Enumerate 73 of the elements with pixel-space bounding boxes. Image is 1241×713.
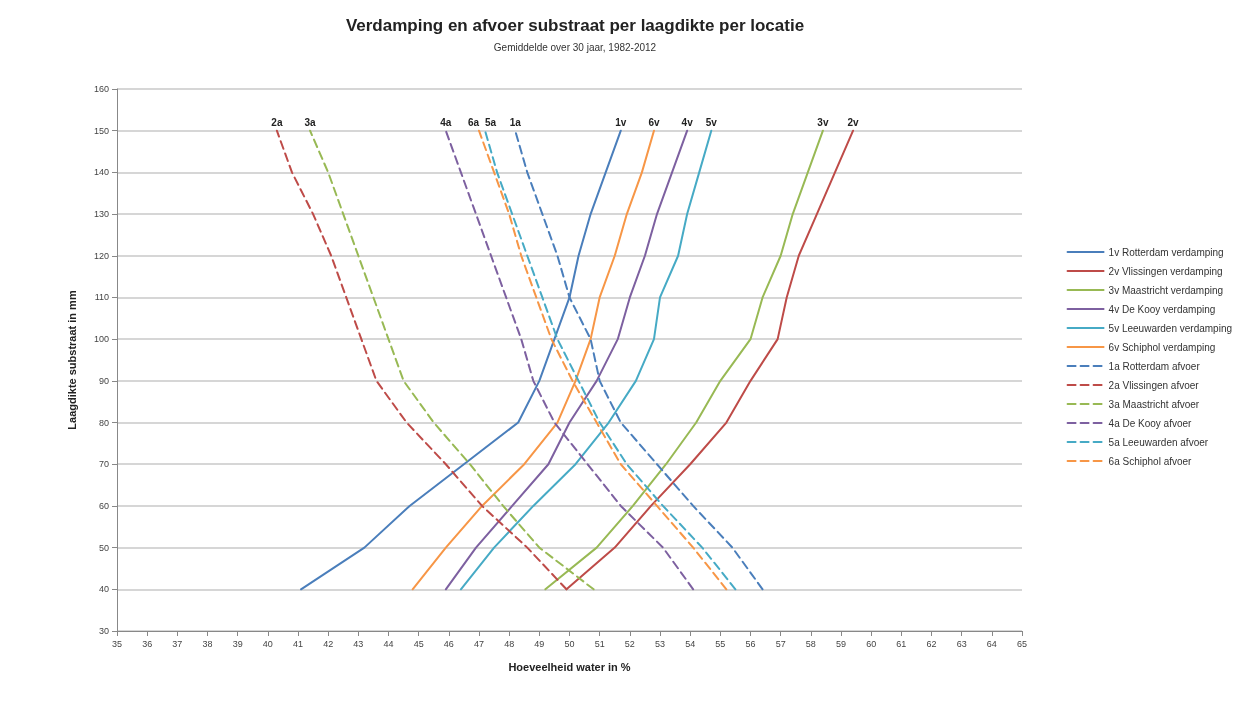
y-tick-label: 40 bbox=[98, 584, 109, 595]
y-axis-title: Laagdikte substraat in mm bbox=[65, 290, 78, 430]
annotation: 6v bbox=[648, 117, 660, 129]
x-tick-label: 54 bbox=[685, 638, 696, 649]
legend-label: 3a Maastricht afvoer bbox=[1108, 398, 1200, 410]
legend-label: 6v Schiphol verdamping bbox=[1108, 341, 1216, 353]
legend-label: 6a Schiphol afvoer bbox=[1108, 455, 1193, 467]
legend-label: 3v Maastricht verdamping bbox=[1108, 284, 1224, 296]
legend-label: 2a Vlissingen afvoer bbox=[1108, 379, 1200, 391]
annotation: 4a bbox=[440, 117, 452, 129]
x-tick-label: 55 bbox=[715, 638, 726, 649]
annotation: 5v bbox=[705, 117, 718, 129]
y-tick-label: 50 bbox=[98, 542, 109, 553]
y-tick-label: 60 bbox=[98, 500, 109, 511]
annotation: 2v bbox=[847, 117, 860, 129]
x-tick-label: 46 bbox=[443, 638, 454, 649]
x-tick-label: 40 bbox=[262, 638, 273, 649]
x-tick-label: 53 bbox=[654, 638, 666, 649]
legend-label: 1a Rotterdam afvoer bbox=[1108, 360, 1201, 372]
y-tick-label: 150 bbox=[93, 125, 109, 136]
x-tick-label: 48 bbox=[504, 638, 515, 649]
x-tick-label: 59 bbox=[835, 638, 847, 649]
y-tick-label: 120 bbox=[93, 250, 109, 261]
x-axis-title: Hoeveelheid water in % bbox=[508, 660, 631, 673]
x-tick-label: 41 bbox=[292, 638, 304, 649]
x-tick-label: 36 bbox=[142, 638, 153, 649]
y-tick-label: 160 bbox=[93, 84, 109, 94]
x-tick-label: 37 bbox=[172, 638, 183, 649]
legend-label: 4a De Kooy afvoer bbox=[1108, 417, 1193, 429]
legend-label: 5v Leeuwarden verdamping bbox=[1108, 322, 1233, 334]
y-tick-label: 90 bbox=[98, 375, 109, 386]
annotation: 5a bbox=[484, 117, 497, 129]
x-tick-label: 45 bbox=[413, 638, 424, 649]
x-tick-label: 63 bbox=[956, 638, 967, 649]
x-tick-label: 56 bbox=[745, 638, 756, 649]
y-tick-label: 100 bbox=[93, 334, 109, 345]
x-tick-label: 61 bbox=[896, 638, 907, 649]
chart-title: Verdamping en afvoer substraat per laagdikte per locatie bbox=[345, 16, 805, 35]
x-tick-label: 42 bbox=[323, 638, 334, 649]
x-tick-label: 62 bbox=[926, 638, 937, 649]
annotation: 4v bbox=[681, 117, 694, 129]
x-tick-label: 44 bbox=[383, 638, 394, 649]
x-tick-label: 50 bbox=[564, 638, 575, 649]
x-tick-label: 39 bbox=[232, 638, 243, 649]
y-tick-label: 130 bbox=[93, 209, 109, 220]
legend-label: 2v Vlissingen verdamping bbox=[1108, 265, 1223, 277]
x-tick-label: 65 bbox=[1016, 638, 1028, 649]
y-tick-label: 70 bbox=[98, 459, 109, 470]
annotation: 3a bbox=[304, 117, 317, 129]
legend-label: 1v Rotterdam verdamping bbox=[1108, 246, 1224, 258]
x-tick-label: 60 bbox=[866, 638, 877, 649]
legend-label: 5a Leeuwarden afvoer bbox=[1108, 436, 1209, 448]
x-tick-label: 38 bbox=[202, 638, 213, 649]
y-tick-label: 110 bbox=[94, 292, 109, 303]
annotation: 1v bbox=[615, 117, 627, 129]
x-tick-label: 49 bbox=[534, 638, 545, 649]
annotation: 3v bbox=[817, 117, 829, 129]
annotation: 1a bbox=[509, 117, 522, 129]
x-tick-label: 64 bbox=[986, 638, 997, 649]
legend-label: 4v De Kooy verdamping bbox=[1108, 303, 1216, 315]
annotation: 6a bbox=[467, 117, 480, 129]
y-tick-label: 30 bbox=[98, 626, 109, 636]
x-tick-label: 57 bbox=[775, 638, 786, 649]
annotation: 2a bbox=[271, 117, 283, 129]
x-tick-label: 52 bbox=[624, 638, 635, 649]
y-tick-label: 140 bbox=[93, 167, 109, 178]
x-tick-label: 58 bbox=[805, 638, 816, 649]
y-tick-label: 80 bbox=[98, 417, 109, 428]
chart-subtitle: Gemiddelde over 30 jaar, 1982-2012 bbox=[493, 41, 657, 53]
x-tick-label: 35 bbox=[111, 638, 123, 649]
x-tick-label: 43 bbox=[353, 638, 364, 649]
x-tick-label: 47 bbox=[473, 638, 485, 649]
x-tick-label: 51 bbox=[594, 638, 605, 649]
